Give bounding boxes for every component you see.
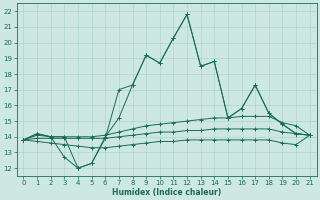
X-axis label: Humidex (Indice chaleur): Humidex (Indice chaleur) — [112, 188, 221, 197]
